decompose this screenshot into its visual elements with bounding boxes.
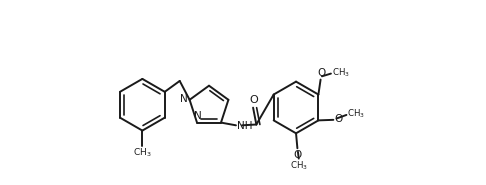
- Text: O: O: [334, 114, 343, 124]
- Text: O: O: [250, 95, 259, 105]
- Text: $\mathregular{CH_3}$: $\mathregular{CH_3}$: [332, 66, 350, 79]
- Text: O: O: [294, 150, 302, 160]
- Text: $\mathregular{CH_3}$: $\mathregular{CH_3}$: [347, 108, 365, 120]
- Text: $\mathregular{CH_3}$: $\mathregular{CH_3}$: [133, 147, 152, 159]
- Text: N: N: [180, 94, 188, 104]
- Text: N: N: [194, 111, 201, 121]
- Text: $\mathregular{CH_3}$: $\mathregular{CH_3}$: [290, 160, 308, 172]
- Text: NH: NH: [237, 121, 252, 131]
- Text: O: O: [317, 68, 325, 78]
